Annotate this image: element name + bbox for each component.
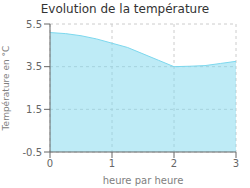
svg-text:5.5: 5.5 xyxy=(26,19,42,30)
svg-text:1: 1 xyxy=(109,158,115,169)
svg-text:-0.5: -0.5 xyxy=(22,147,42,158)
svg-text:1.5: 1.5 xyxy=(26,104,42,115)
html-text:Evolution de la température: Evolution de la température xyxy=(40,2,210,16)
svg-text:0: 0 xyxy=(47,158,53,169)
svg-text:Température en °C: Température en °C xyxy=(1,46,11,132)
svg-text:2: 2 xyxy=(171,158,177,169)
svg-text:3.5: 3.5 xyxy=(26,61,42,72)
svg-text:3: 3 xyxy=(233,158,239,169)
svg-text:heure par heure: heure par heure xyxy=(103,175,184,186)
